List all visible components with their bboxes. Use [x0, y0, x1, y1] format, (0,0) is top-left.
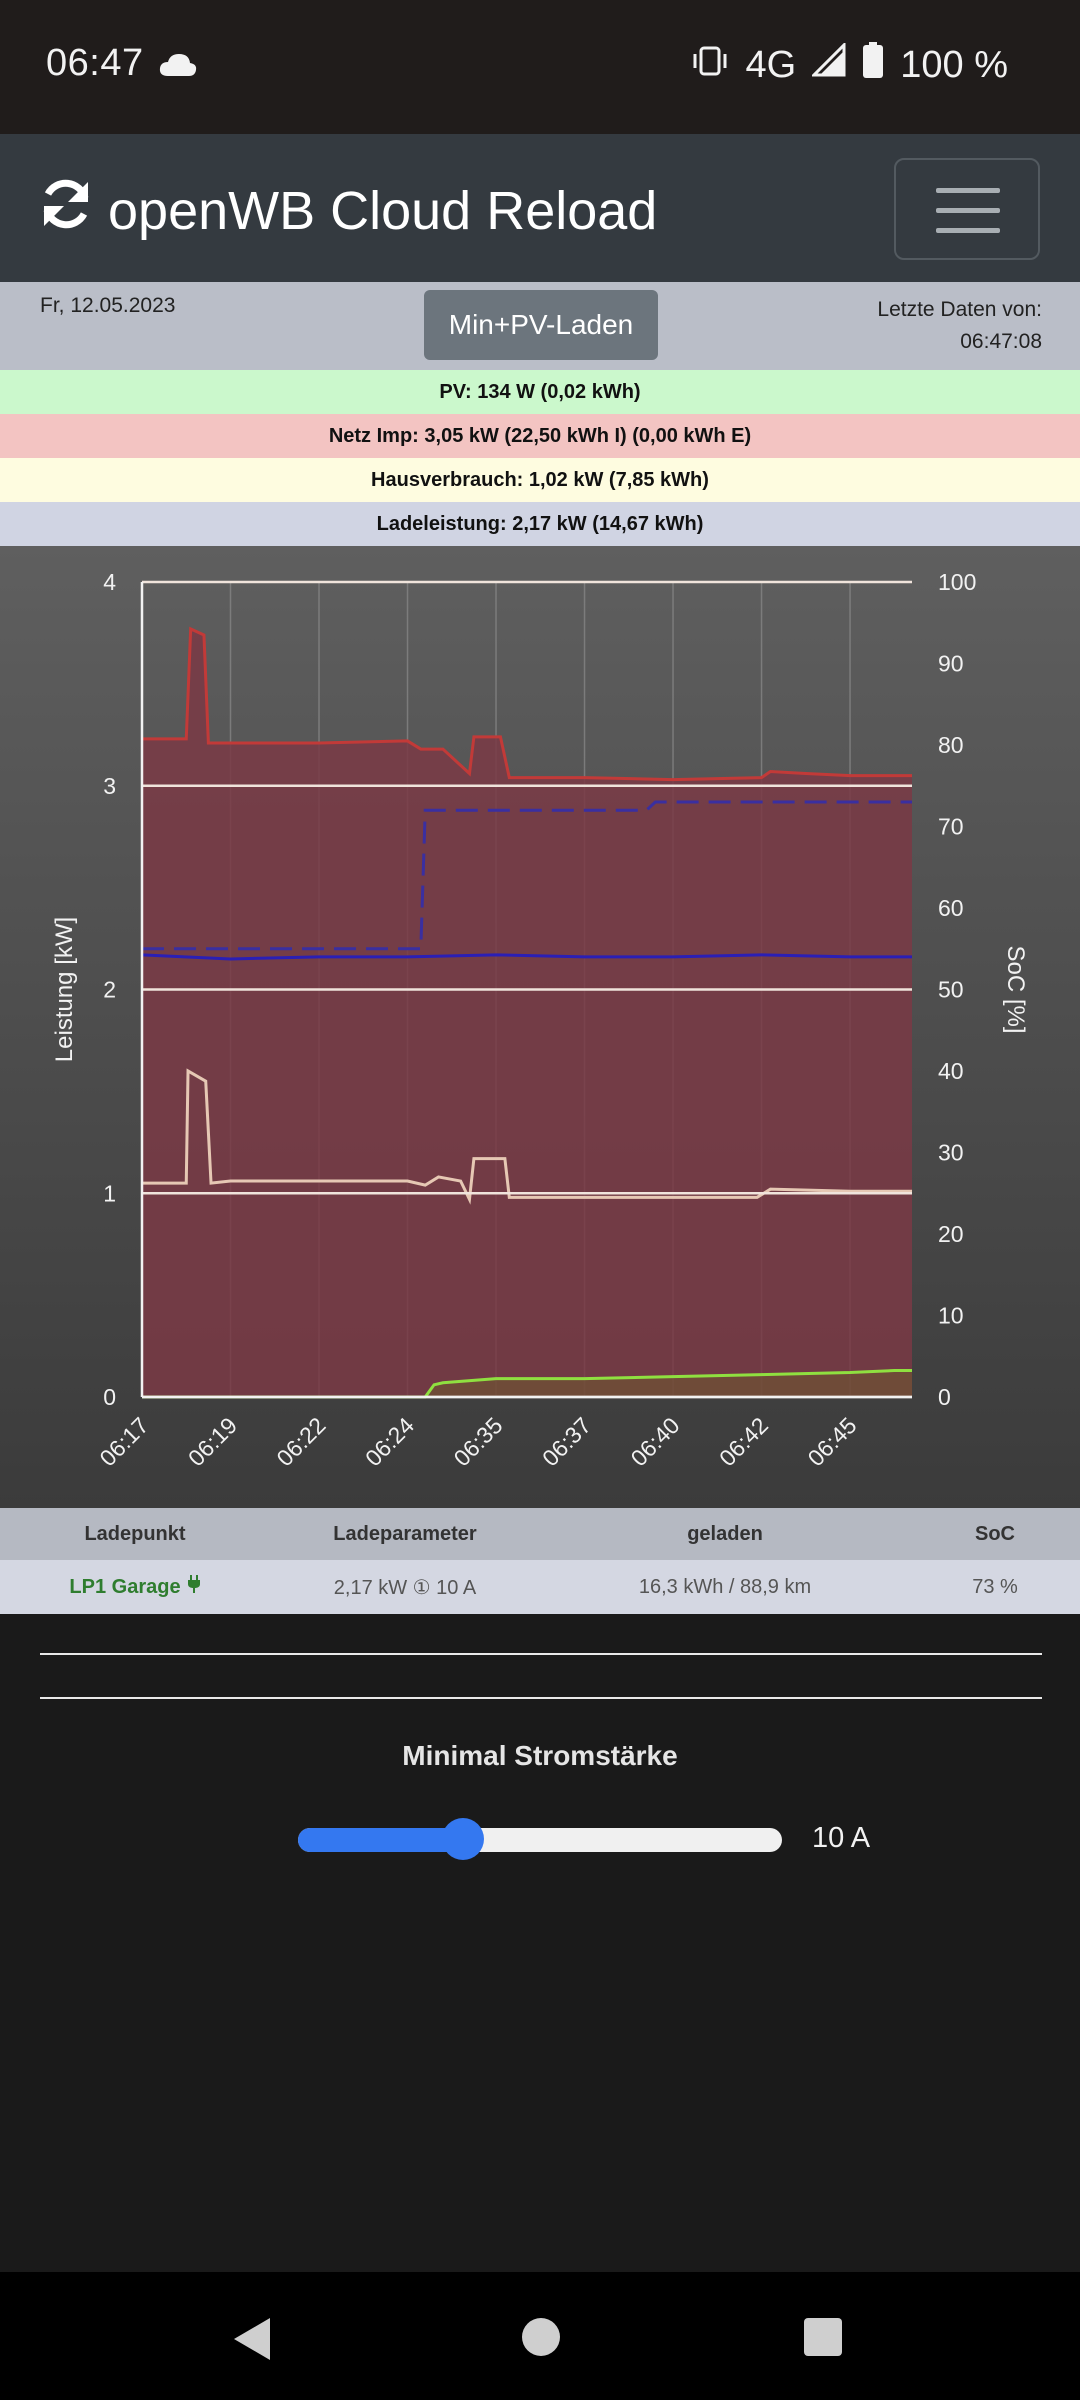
- charge-parameters: 2,17 kW ① 10 A: [333, 1576, 477, 1599]
- header-ladeparameter: Ladeparameter: [333, 1522, 477, 1545]
- x-tick-label: 06:35: [448, 1412, 507, 1471]
- y2-tick-label: 0: [938, 1384, 951, 1410]
- series-area-0: [142, 628, 912, 1397]
- grid-summary: Netz Imp: 3,05 kW (22,50 kWh I) (0,00 kW…: [0, 414, 1080, 458]
- house-summary: Hausverbrauch: 1,02 kW (7,85 kWh): [0, 458, 1080, 502]
- status-bar: 06:47 4G 100 %: [0, 0, 1080, 134]
- y-tick-label: 3: [103, 773, 116, 799]
- x-tick-label: 06:42: [714, 1412, 773, 1471]
- vehicle-soc: 73 %: [972, 1575, 1018, 1598]
- x-tick-label: 06:22: [271, 1412, 330, 1471]
- series-line-4: [142, 1369, 912, 1399]
- battery-icon: [862, 42, 884, 88]
- series-line-3: [142, 800, 912, 951]
- divider: [40, 1697, 1042, 1699]
- system-navigation: [0, 2272, 1080, 2400]
- y2-tick-label: 80: [938, 732, 964, 758]
- x-tick-label: 06:45: [802, 1412, 861, 1471]
- y2-tick-label: 20: [938, 1221, 964, 1247]
- series-area-4: [142, 1370, 912, 1397]
- slider-thumb[interactable]: [441, 1818, 484, 1860]
- y2-axis-label: SoC [%]: [1002, 945, 1029, 1033]
- charging-summary: Ladeleistung: 2,17 kW (14,67 kWh): [0, 502, 1080, 546]
- x-tick-label: 06:40: [625, 1412, 684, 1471]
- chargepoint-name[interactable]: LP1 Garage: [0, 1560, 270, 1614]
- min-current-title: Minimal Stromstärke: [402, 1740, 678, 1771]
- y2-tick-label: 70: [938, 814, 964, 840]
- battery-level: 100 %: [900, 43, 1008, 86]
- charge-mode-button[interactable]: Min+PV-Laden: [424, 290, 658, 360]
- header-ladepunkt: Ladepunkt: [84, 1522, 186, 1545]
- last-data-label: Letzte Daten von:: [877, 298, 1042, 321]
- y-tick-label: 2: [103, 977, 116, 1003]
- app-title: openWB Cloud Reload: [108, 180, 658, 241]
- plug-icon: [187, 1574, 201, 1600]
- recent-apps-icon[interactable]: [804, 2318, 842, 2356]
- y2-tick-label: 90: [938, 651, 964, 677]
- y-tick-label: 1: [103, 1180, 116, 1206]
- chargepoint-table: Ladepunkt Ladeparameter geladen SoC LP1 …: [0, 1508, 1080, 1614]
- slider-fill: [298, 1828, 463, 1852]
- y2-tick-label: 10: [938, 1303, 964, 1329]
- pv-summary: PV: 134 W (0,02 kWh): [0, 370, 1080, 414]
- signal-icon: [810, 41, 846, 87]
- x-tick-label: 06:17: [94, 1412, 153, 1471]
- app-header: openWB Cloud Reload: [0, 134, 1080, 282]
- hamburger-menu-icon: [936, 188, 1000, 193]
- x-tick-label: 06:37: [537, 1412, 596, 1471]
- back-icon[interactable]: [232, 2316, 274, 2367]
- cloud-icon: [158, 52, 198, 83]
- table-header: Ladepunkt Ladeparameter geladen SoC: [0, 1508, 1080, 1560]
- series-line-2: [141, 953, 912, 961]
- info-bar: Fr, 12.05.2023 Min+PV-Laden Letzte Daten…: [0, 282, 1080, 370]
- x-tick-label: 06:24: [360, 1412, 419, 1471]
- y2-tick-label: 100: [938, 569, 976, 595]
- home-icon[interactable]: [522, 2318, 560, 2356]
- brand[interactable]: openWB Cloud Reload: [38, 176, 657, 245]
- series-line-1: [142, 1068, 912, 1205]
- current-date: Fr, 12.05.2023: [40, 294, 176, 317]
- slider-value: 10 A: [812, 1822, 871, 1854]
- header-geladen: geladen: [687, 1522, 763, 1545]
- charged-energy: 16,3 kWh / 88,9 km: [638, 1575, 812, 1598]
- hamburger-line: [936, 228, 1000, 233]
- y-tick-label: 4: [103, 569, 116, 595]
- last-data-time: 06:47:08: [960, 330, 1042, 353]
- network-type: 4G: [745, 43, 797, 86]
- x-tick-label: 06:19: [183, 1412, 242, 1471]
- power-chart[interactable]: 0 1 2 3 4 0 10 20 30 40 50 60 70 80 90 100 06:17 06:19 06:…: [0, 546, 1080, 1508]
- status-time: 06:47: [46, 42, 144, 84]
- menu-button[interactable]: [894, 158, 1040, 260]
- y-axis-label: Leistung [kW]: [51, 917, 78, 1062]
- series-line-0: [142, 626, 912, 782]
- y2-tick-label: 60: [938, 895, 964, 921]
- chargepoint-label: LP1 Garage: [69, 1575, 181, 1598]
- divider: [40, 1653, 1042, 1655]
- header-soc: SoC: [975, 1522, 1015, 1545]
- min-current-slider[interactable]: [298, 1828, 782, 1852]
- table-row[interactable]: LP1 Garage 2,17 kW ① 10 A 16,3 kWh / 88,…: [0, 1560, 1080, 1614]
- vibrate-icon: [690, 44, 730, 87]
- refresh-icon: [38, 176, 94, 245]
- y2-tick-label: 50: [938, 977, 964, 1003]
- last-data: Letzte Daten von: 06:47:08: [877, 294, 1042, 358]
- y2-tick-label: 30: [938, 1140, 964, 1166]
- y-tick-label: 0: [103, 1384, 116, 1410]
- y2-tick-label: 40: [938, 1058, 964, 1084]
- hamburger-line: [936, 208, 1000, 213]
